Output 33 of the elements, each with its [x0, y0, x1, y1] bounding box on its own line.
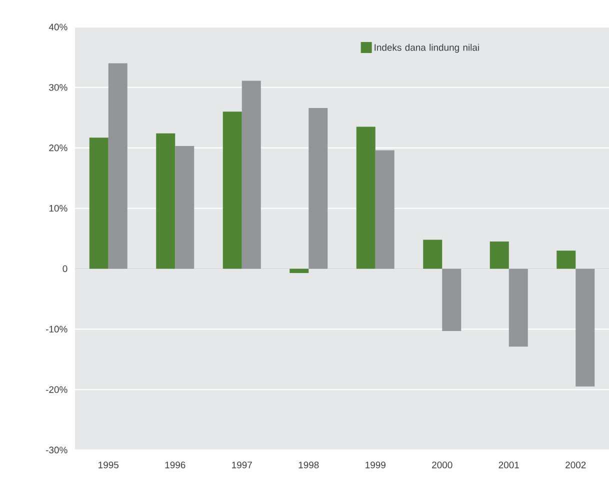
bar — [290, 268, 309, 273]
x-tick-label: 1996 — [165, 462, 186, 468]
bar — [356, 126, 376, 269]
y-tick-label: -30% — [46, 446, 68, 454]
bar — [89, 138, 108, 269]
x-tick-label: 1997 — [232, 462, 252, 468]
x-tick-label: 2000 — [432, 462, 452, 468]
bar — [222, 112, 242, 269]
bar — [175, 146, 194, 269]
bar — [308, 108, 328, 269]
x-tick-label: 2001 — [498, 462, 519, 468]
bar — [490, 242, 509, 269]
y-tick-label: -10% — [46, 326, 68, 332]
bar — [442, 268, 462, 331]
x-tick-label: 1999 — [366, 462, 386, 468]
x-tick-label: 2002 — [566, 462, 586, 468]
bar — [576, 268, 595, 387]
x-tick-label: 1998 — [298, 462, 319, 468]
y-tick-label: -20% — [46, 386, 68, 393]
y-tick-label: 0 — [62, 265, 68, 272]
bar — [423, 240, 442, 269]
y-tick-label: 20% — [49, 144, 68, 152]
y-tick-label: 30% — [49, 84, 68, 91]
legend-label: Indeks dana lindung nilai — [374, 44, 479, 53]
bar — [375, 150, 394, 269]
x-tick-label: 1995 — [98, 462, 119, 468]
bar — [556, 250, 576, 269]
bar — [508, 268, 528, 347]
y-tick-label: 40% — [48, 24, 68, 30]
bar — [108, 63, 128, 269]
y-tick-label: 10% — [49, 204, 68, 212]
bar — [242, 80, 261, 269]
bar — [156, 133, 176, 269]
